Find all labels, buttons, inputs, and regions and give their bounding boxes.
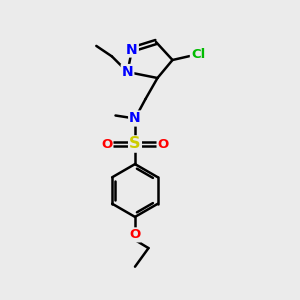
Text: O: O	[129, 228, 141, 242]
Text: N: N	[126, 43, 138, 56]
Text: O: O	[158, 137, 169, 151]
Text: S: S	[129, 136, 141, 152]
Text: Cl: Cl	[191, 47, 205, 61]
Text: O: O	[101, 137, 112, 151]
Text: N: N	[129, 112, 141, 125]
Text: N: N	[122, 65, 133, 79]
